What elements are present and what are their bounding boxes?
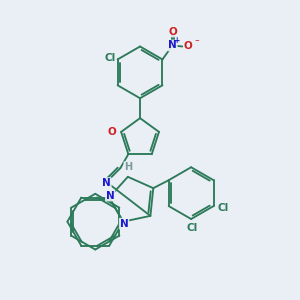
Text: N: N xyxy=(168,40,177,50)
Text: Cl: Cl xyxy=(187,223,198,233)
Text: N: N xyxy=(106,190,115,200)
Text: Cl: Cl xyxy=(104,53,115,63)
Text: O: O xyxy=(184,41,193,52)
Text: O: O xyxy=(168,27,177,37)
Text: H: H xyxy=(124,162,132,172)
Text: Cl: Cl xyxy=(218,203,229,213)
Text: +: + xyxy=(173,36,179,45)
Text: N: N xyxy=(120,219,128,229)
Text: ⁻: ⁻ xyxy=(194,38,199,47)
Text: O: O xyxy=(108,127,116,137)
Text: N: N xyxy=(102,178,111,188)
